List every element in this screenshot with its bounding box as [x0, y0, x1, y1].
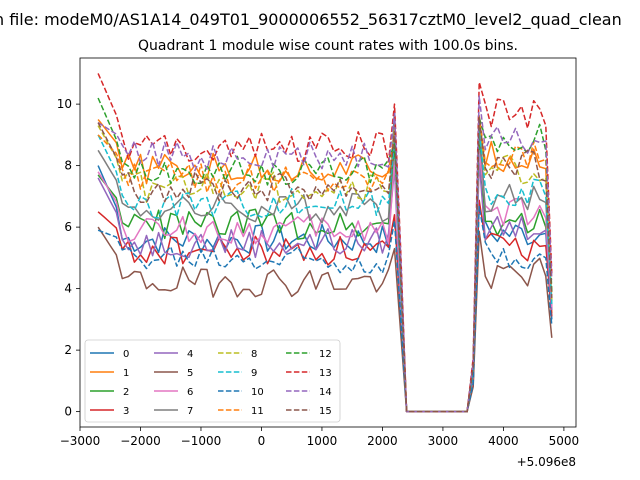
plot-frame [79, 57, 577, 428]
legend-label-1: 1 [123, 368, 129, 379]
legend-label-8: 8 [251, 349, 257, 360]
series-line-14 [97, 95, 553, 413]
legend-label-6: 6 [187, 387, 193, 398]
chart-title: Quadrant 1 module wise count rates with … [138, 38, 518, 54]
series-line-5 [97, 226, 553, 413]
y-tick-label: 6 [64, 220, 72, 234]
series-line-4 [97, 160, 553, 413]
figure-suptitle: n file: modeM0/AS1A14_049T01_9000006552_… [0, 10, 622, 30]
series-layer [97, 73, 553, 413]
legend-label-0: 0 [123, 349, 129, 360]
series-line-2 [97, 143, 553, 413]
y-tick-label: 0 [64, 405, 72, 419]
y-axis: 0 2 4 6 8 10 [57, 97, 80, 419]
series-line-8 [97, 115, 553, 413]
x-tick-label: 5000 [549, 434, 580, 448]
legend-label-12: 12 [319, 349, 332, 360]
y-tick-label: 4 [64, 282, 72, 296]
y-tick-label: 8 [64, 159, 72, 173]
legend-label-15: 15 [319, 406, 332, 417]
x-tick-label: −1000 [181, 434, 222, 448]
x-tick-label: −2000 [120, 434, 161, 448]
x-tick-label: 2000 [367, 434, 398, 448]
y-tick-label: 10 [57, 97, 72, 111]
legend-label-13: 13 [319, 368, 332, 379]
x-tick-label: −3000 [60, 434, 101, 448]
legend-label-5: 5 [187, 368, 193, 379]
series-line-10 [97, 205, 553, 413]
series-line-13 [97, 73, 553, 413]
legend-label-4: 4 [187, 349, 193, 360]
y-tick-label: 2 [64, 343, 72, 357]
x-tick-label: 3000 [428, 434, 459, 448]
x-tick-label: 1000 [307, 434, 338, 448]
legend-box [84, 339, 341, 423]
legend-label-11: 11 [251, 406, 264, 417]
x-axis: −3000 −2000 −1000 0 1000 2000 3000 4000 5000 [60, 427, 579, 448]
legend-label-10: 10 [251, 387, 264, 398]
legend-label-14: 14 [319, 387, 332, 398]
legend-label-2: 2 [123, 387, 129, 398]
series-line-7 [97, 115, 553, 413]
legend-label-9: 9 [251, 368, 257, 379]
legend-label-3: 3 [123, 406, 129, 417]
x-tick-label: 4000 [488, 434, 519, 448]
x-tick-label: 0 [258, 434, 266, 448]
legend-label-7: 7 [187, 406, 193, 417]
series-line-15 [97, 116, 553, 413]
x-axis-offset-label: +5.096e8 [517, 455, 576, 469]
